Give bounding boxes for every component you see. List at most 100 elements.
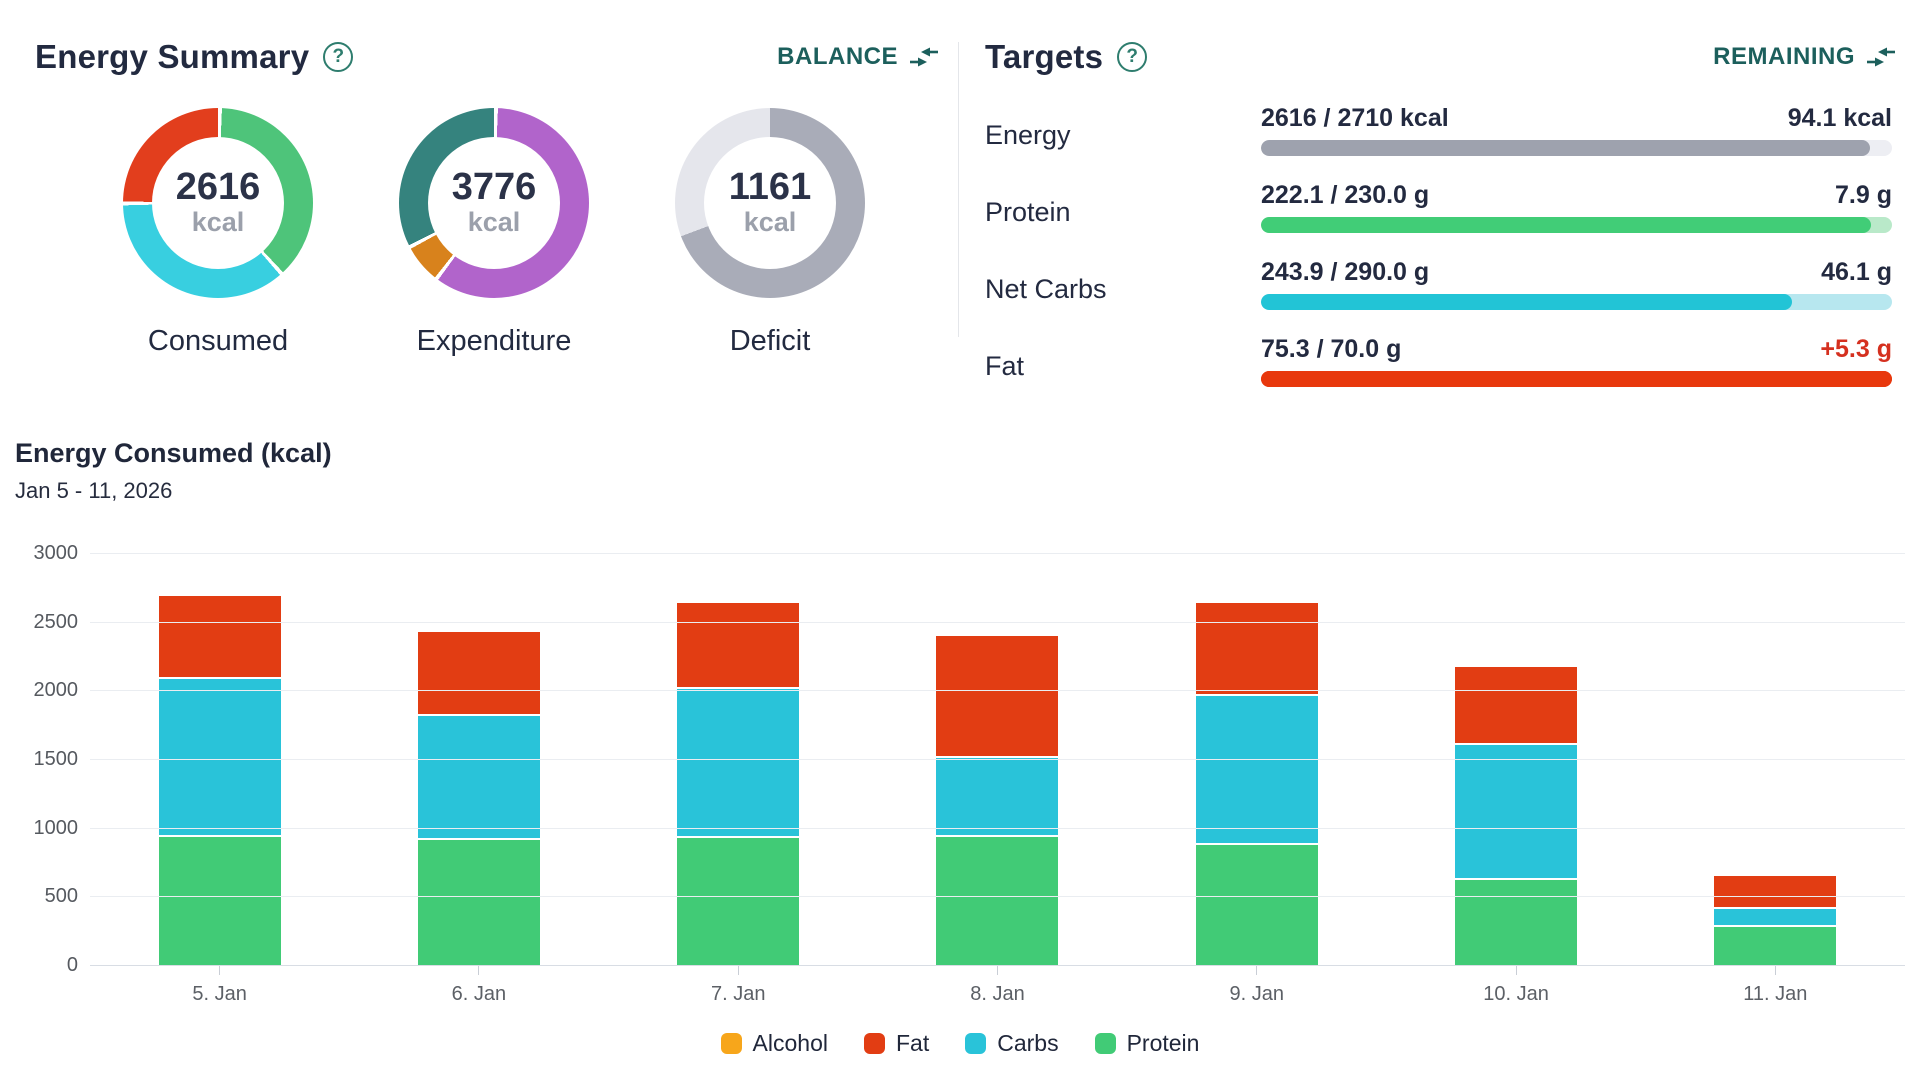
bar-segment-protein[interactable]	[1195, 845, 1318, 965]
legend-label: Alcohol	[752, 1030, 828, 1056]
target-label: Net Carbs	[985, 274, 1107, 304]
donut-label: Deficit	[729, 325, 811, 357]
legend-label: Protein	[1126, 1030, 1200, 1056]
donut-list: 2616 kcal Consumed 3776 kcal Expenditure…	[35, 108, 940, 358]
bar-segment-carbs[interactable]	[936, 757, 1059, 835]
bar-slot	[1646, 553, 1905, 965]
x-label: 6. Jan	[451, 983, 507, 1005]
bar-9-jan[interactable]	[1195, 553, 1318, 965]
bar-segment-fat[interactable]	[1714, 876, 1837, 907]
bar-11-jan[interactable]	[1714, 553, 1837, 965]
y-tick-label-3000: 3000	[33, 542, 79, 564]
y-tick-label-0: 0	[66, 954, 78, 976]
bar-10-jan[interactable]	[1455, 553, 1578, 965]
donut-unit: kcal	[743, 207, 797, 238]
bar-7-jan[interactable]	[677, 553, 800, 965]
bar-slot	[1127, 553, 1386, 965]
bar-5-jan[interactable]	[158, 553, 281, 965]
target-row-net-carbs[interactable]: Net Carbs 243.9 / 290.0 g 46.1 g	[985, 250, 1897, 327]
bar-segment-carbs[interactable]	[158, 679, 281, 836]
x-label: 5. Jan	[192, 983, 247, 1005]
panel-divider	[958, 42, 959, 337]
target-row-protein[interactable]: Protein 222.1 / 230.0 g 7.9 g	[985, 173, 1897, 250]
target-detail: 243.9 / 290.0 g 46.1 g	[1261, 258, 1892, 310]
target-detail: 2616 / 2710 kcal 94.1 kcal	[1261, 104, 1892, 156]
x-label: 9. Jan	[1229, 983, 1284, 1005]
x-tick	[1774, 966, 1776, 975]
x-tick	[996, 966, 998, 975]
x-tick	[219, 966, 221, 975]
y-tick-label-500: 500	[44, 885, 78, 908]
help-icon[interactable]: ?	[1117, 42, 1148, 72]
target-progress-bar	[1261, 294, 1892, 310]
bar-segment-protein[interactable]	[936, 836, 1059, 965]
donut-center: 3776 kcal	[428, 137, 560, 269]
donut-consumed: 2616 kcal Consumed	[80, 108, 356, 358]
help-icon[interactable]: ?	[323, 42, 354, 72]
bar-segment-protein[interactable]	[1714, 926, 1837, 965]
x-slot: 5. Jan	[90, 966, 349, 1006]
x-tick	[1515, 966, 1517, 975]
bar-segment-protein[interactable]	[1455, 880, 1578, 965]
energy-summary-panel: Energy Summary ? BALANCE 2616 kcal Consu…	[35, 38, 940, 358]
target-label: Protein	[985, 197, 1071, 227]
donut-ring[interactable]: 2616 kcal	[123, 108, 313, 298]
donut-value: 3776	[451, 166, 537, 209]
x-slot: 7. Jan	[609, 966, 868, 1006]
legend-item-protein[interactable]: Protein	[1094, 1030, 1200, 1057]
y-tick-label-1500: 1500	[33, 748, 79, 770]
target-progress-bar	[1261, 371, 1892, 387]
legend-item-fat[interactable]: Fat	[863, 1030, 929, 1057]
bar-segment-protein[interactable]	[417, 839, 540, 965]
target-remaining-text: 46.1 g	[1821, 258, 1892, 286]
bar-segment-carbs[interactable]	[1195, 696, 1318, 844]
bar-slot	[1386, 553, 1645, 965]
bar-segment-fat[interactable]	[1195, 602, 1318, 695]
legend-swatch	[1094, 1033, 1116, 1054]
donut-unit: kcal	[191, 207, 245, 238]
bar-segment-carbs[interactable]	[417, 716, 540, 838]
bar-segment-carbs[interactable]	[677, 688, 800, 836]
target-remaining-text: 7.9 g	[1835, 181, 1892, 209]
y-tick-label-2000: 2000	[33, 679, 79, 702]
bar-segment-carbs[interactable]	[1714, 908, 1837, 925]
x-slot: 6. Jan	[349, 966, 608, 1006]
x-tick	[737, 966, 739, 975]
x-tick	[478, 966, 480, 975]
y-tick-label-2500: 2500	[33, 610, 79, 633]
bar-slot	[868, 553, 1127, 965]
bar-segment-fat[interactable]	[677, 602, 800, 687]
bar-segment-fat[interactable]	[1455, 666, 1578, 743]
donut-ring[interactable]: 3776 kcal	[399, 108, 589, 298]
bar-6-jan[interactable]	[417, 553, 540, 965]
chart-date-range: Jan 5 - 11, 2026	[15, 478, 173, 503]
bars-row	[90, 553, 1905, 965]
bar-segment-fat[interactable]	[936, 636, 1059, 756]
target-progress-bar	[1261, 217, 1892, 233]
legend-item-carbs[interactable]: Carbs	[965, 1030, 1059, 1057]
legend-swatch	[863, 1033, 885, 1054]
remaining-toggle[interactable]: REMAINING	[1713, 43, 1897, 71]
bar-slot	[90, 553, 349, 965]
target-row-energy[interactable]: Energy 2616 / 2710 kcal 94.1 kcal	[985, 96, 1897, 173]
donut-deficit: 1161 kcal Deficit	[632, 108, 908, 358]
bar-segment-fat[interactable]	[417, 631, 540, 715]
target-label: Fat	[985, 351, 1025, 381]
bar-segment-protein[interactable]	[677, 837, 800, 965]
donut-center: 1161 kcal	[704, 137, 836, 269]
balance-toggle[interactable]: BALANCE	[777, 43, 940, 71]
gridline-3000	[90, 553, 1905, 554]
remaining-toggle-label: REMAINING	[1713, 43, 1855, 70]
bar-8-jan[interactable]	[936, 553, 1059, 965]
bar-segment-fat[interactable]	[158, 596, 281, 678]
donut-unit: kcal	[467, 207, 521, 238]
gridline-1000	[90, 827, 1905, 829]
bar-segment-protein[interactable]	[158, 837, 281, 965]
target-row-fat[interactable]: Fat 75.3 / 70.0 g +5.3 g	[985, 327, 1897, 404]
target-progress-bar	[1261, 140, 1892, 156]
x-slot: 11. Jan	[1646, 966, 1905, 1006]
bar-segment-carbs[interactable]	[1455, 744, 1578, 879]
donut-center: 2616 kcal	[152, 137, 284, 269]
legend-item-alcohol[interactable]: Alcohol	[720, 1030, 828, 1057]
donut-ring[interactable]: 1161 kcal	[675, 108, 865, 298]
